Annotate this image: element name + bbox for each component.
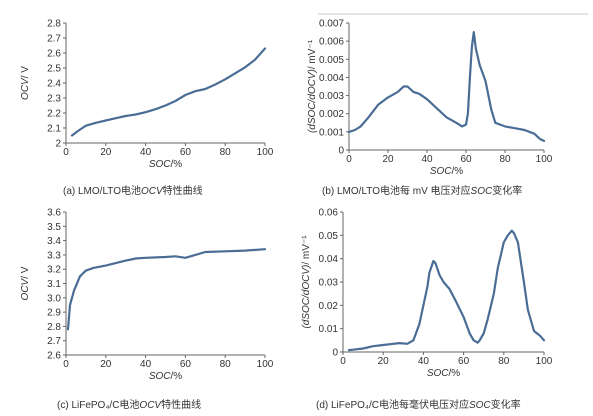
- y-tick-label: 0.001: [319, 127, 344, 138]
- caption-panel-b: (b) LMO/LTO电池每 mV 电压对应SOC变化率: [322, 182, 522, 197]
- x-tick-label: 40: [140, 359, 152, 370]
- y-tick-label: 0.005: [319, 55, 344, 66]
- y-tick-label: 2.7: [47, 34, 61, 45]
- y-tick-label: 2.6: [47, 351, 61, 362]
- y-tick-label: 0.02: [319, 301, 339, 312]
- x-tick-label: 40: [140, 147, 152, 158]
- y-tick-label: 0.05: [319, 231, 339, 242]
- x-tick-label: 20: [100, 359, 112, 370]
- y-tick-label: 0.03: [319, 278, 339, 289]
- caption-panel-d: (d) LiFePO₄/C电池每毫伏电压对应SOC变化率: [316, 396, 521, 411]
- x-tick-label: 20: [382, 154, 394, 165]
- y-axis-label: OCV/ V: [20, 66, 31, 100]
- x-axis-label: SOC/%: [427, 368, 460, 379]
- caption-prefix: (b) LMO/LTO电池每 mV 电压对应: [322, 186, 471, 197]
- y-tick-label: 3.4: [47, 236, 61, 247]
- y-tick-label: 0.004: [319, 73, 344, 84]
- caption-prefix: (d) LiFePO₄/C电池每毫伏电压对应: [316, 400, 469, 411]
- x-tick-label: 60: [460, 154, 472, 165]
- x-tick-label: 100: [536, 154, 553, 165]
- x-tick-label: 100: [536, 356, 553, 367]
- y-tick-label: 2.8: [47, 322, 61, 333]
- caption-italic: OCV: [140, 186, 163, 197]
- x-tick-label: 80: [498, 356, 510, 367]
- y-tick-label: 2.2: [47, 109, 61, 120]
- caption-prefix: (a) LMO/LTO电池: [63, 186, 141, 197]
- x-tick-label: 0: [346, 154, 352, 165]
- y-tick-label: 0.04: [319, 254, 339, 265]
- y-tick-label: 3.3: [47, 250, 61, 261]
- caption-italic: SOC: [468, 400, 491, 411]
- x-axis-label: SOC/%: [149, 371, 182, 382]
- y-axis-label: (dSOC/dOCV)/ mV⁻¹: [307, 39, 318, 133]
- y-tick-label: 2: [55, 139, 61, 150]
- series-line: [347, 31, 546, 142]
- y-tick-label: 0.002: [319, 109, 344, 120]
- y-tick-label: 3.2: [47, 265, 61, 276]
- x-tick-label: 80: [220, 359, 232, 370]
- chart-panel-lifepo4-ocv: 0 20 40 60 80 100 2.6 2.7 2.8 2.9 3.0 3.1 3.2 3.3 3.4 3…: [20, 208, 274, 383]
- chart-panel-lmo-lto-dsoc: 0 20 40 60 80 100 0 0.001 0.002 0.003 0.004 0.005 0.…: [307, 19, 553, 178]
- x-tick-label: 20: [100, 147, 112, 158]
- x-tick-label: 0: [63, 147, 69, 158]
- series-line: [66, 248, 267, 331]
- x-axis-label: SOC/%: [149, 159, 182, 170]
- caption-panel-c: (c) LiFePO₄/C电池OCV特性曲线: [57, 396, 201, 411]
- x-tick-label: 60: [180, 147, 192, 158]
- y-tick-label: 3.6: [47, 208, 61, 219]
- x-tick-label: 80: [499, 154, 511, 165]
- caption-suffix: 变化率: [490, 400, 521, 411]
- y-tick-label: 3.5: [47, 222, 61, 233]
- x-tick-label: 100: [257, 147, 274, 158]
- y-tick-label: 2.1: [47, 124, 61, 135]
- x-tick-label: 0: [63, 359, 69, 370]
- y-tick-label: 2.4: [47, 79, 61, 90]
- y-tick-label: 3.0: [47, 293, 61, 304]
- y-tick-label: 2.3: [47, 94, 61, 105]
- caption-suffix: 特性曲线: [162, 186, 203, 197]
- y-tick-label: 2.7: [47, 336, 61, 347]
- y-tick-label: 2.6: [47, 49, 61, 60]
- y-tick-label: 0.01: [319, 324, 339, 335]
- chart-panel-lmo-lto-ocv: 0 20 40 60 80 100 2 2.1 2.2 2.3 2.4 2.5 2.6 2.7 2.8 SOC…: [20, 19, 274, 171]
- x-tick-label: 100: [257, 359, 274, 370]
- y-tick-label: 0.006: [319, 37, 344, 48]
- y-tick-label: 2.8: [47, 19, 61, 30]
- x-tick-label: 40: [418, 356, 430, 367]
- y-tick-label: 3.1: [47, 279, 61, 290]
- y-tick-label: 0: [332, 348, 338, 359]
- y-tick-label: 0.007: [319, 19, 344, 30]
- y-tick-label: 2.9: [47, 308, 61, 319]
- y-axis-label: OCV/ V: [20, 266, 31, 300]
- y-tick-label: 0.003: [319, 91, 344, 102]
- caption-suffix: 特性曲线: [161, 400, 202, 411]
- y-tick-label: 0: [338, 146, 344, 157]
- y-tick-label: 2.5: [47, 64, 61, 75]
- series-line: [70, 47, 267, 137]
- x-tick-label: 60: [180, 359, 192, 370]
- caption-panel-a: (a) LMO/LTO电池OCV特性曲线: [63, 182, 203, 197]
- caption-prefix: (c) LiFePO₄/C电池: [57, 400, 140, 411]
- x-axis-label: SOC/%: [430, 166, 463, 177]
- x-tick-label: 20: [378, 356, 390, 367]
- series-line: [347, 229, 546, 352]
- chart-panel-lifepo4-dsoc: 0 20 40 60 80 100 0 0.01 0.02 0.03 0.04 0.05 0.06 SOC…: [301, 208, 553, 380]
- y-tick-label: 0.06: [319, 208, 339, 219]
- caption-italic: OCV: [139, 400, 162, 411]
- y-axis-label: (dSOC/dOCV)/ mV⁻¹: [301, 235, 312, 329]
- x-tick-label: 40: [421, 154, 433, 165]
- x-tick-label: 80: [220, 147, 232, 158]
- x-tick-label: 0: [340, 356, 346, 367]
- caption-suffix: 变化率: [492, 186, 523, 197]
- caption-italic: SOC: [470, 186, 493, 197]
- x-tick-label: 60: [458, 356, 470, 367]
